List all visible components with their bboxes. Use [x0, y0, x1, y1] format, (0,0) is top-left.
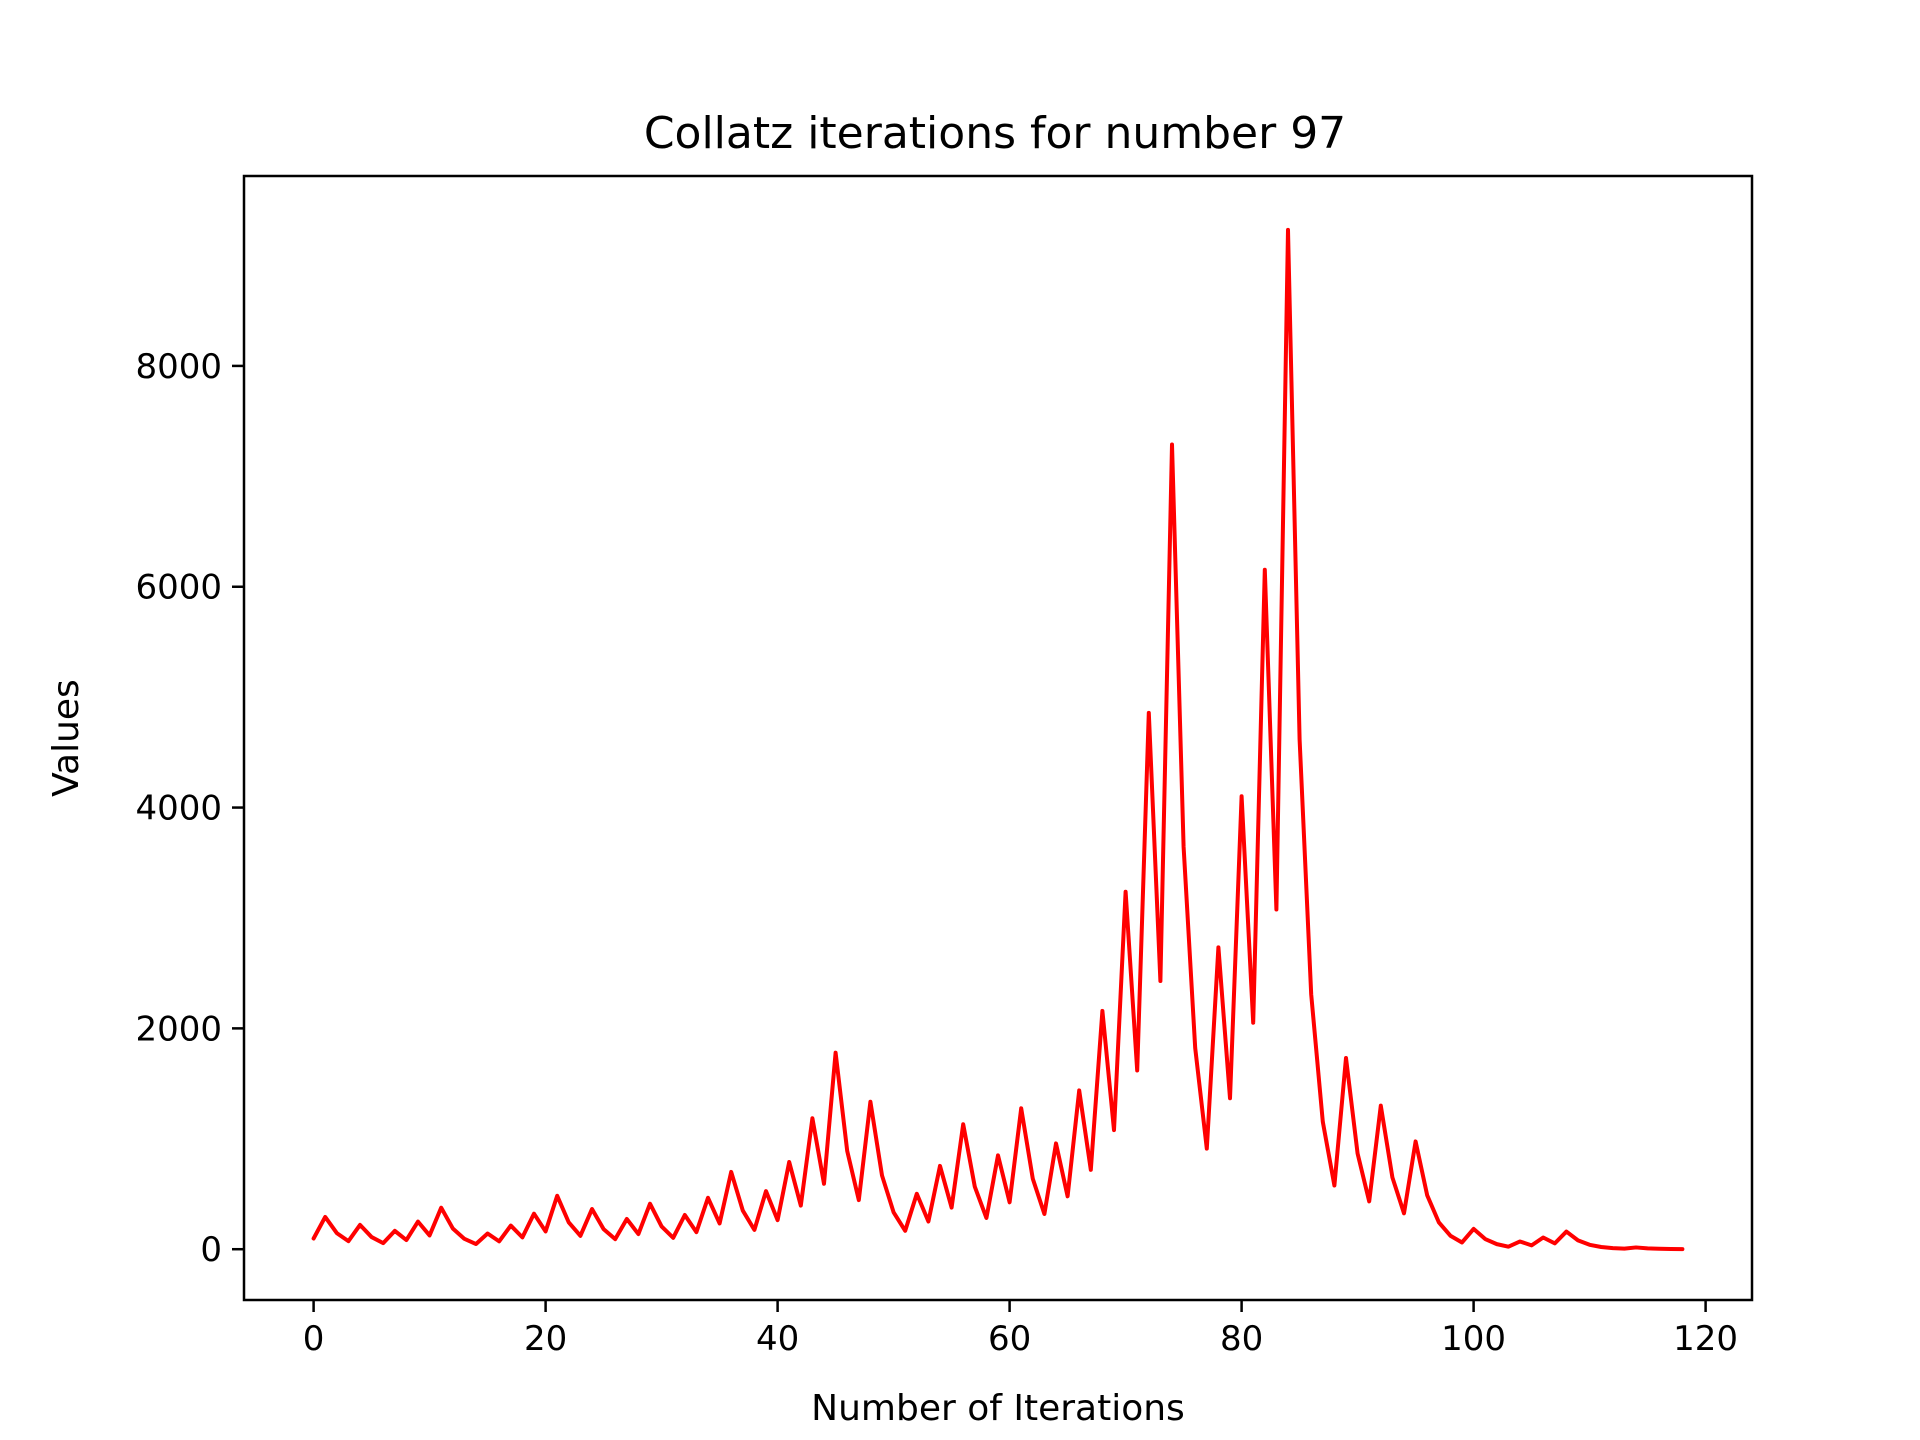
y-axis: 0 2000 4000 6000 8000 — [135, 347, 244, 1270]
x-axis-label: Number of Iterations — [811, 1388, 1185, 1429]
y-axis-label: Values — [46, 679, 87, 797]
series-line — [311, 227, 1685, 1252]
x-tick-label: 120 — [1673, 1319, 1738, 1359]
x-tick-label: 60 — [988, 1319, 1031, 1359]
x-tick-label: 40 — [756, 1319, 799, 1359]
x-tick-label: 80 — [1220, 1319, 1263, 1359]
y-tick-label: 4000 — [135, 789, 222, 829]
x-tick-label: 20 — [524, 1319, 567, 1359]
x-tick-label: 100 — [1441, 1319, 1506, 1359]
plot-area — [242, 174, 1754, 1302]
x-tick-label: 0 — [303, 1319, 325, 1359]
x-axis: 0 20 40 60 80 100 120 — [303, 1300, 1738, 1359]
y-tick-label: 8000 — [135, 347, 222, 387]
y-tick-label: 6000 — [135, 568, 222, 608]
y-tick-label: 2000 — [135, 1009, 222, 1049]
y-tick-label: 0 — [200, 1230, 222, 1270]
series-layer — [311, 227, 1685, 1252]
plot-frame — [242, 174, 1754, 1302]
chart-title: Collatz iterations for number 97 — [644, 108, 1346, 159]
